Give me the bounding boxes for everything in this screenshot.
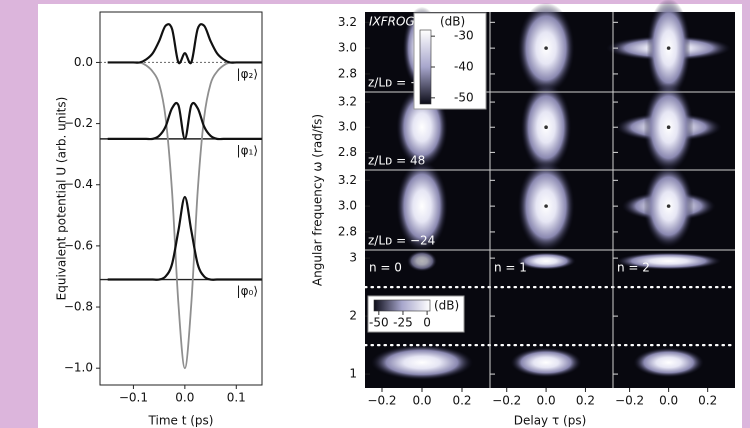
colorbar-tick-label: -50: [454, 90, 474, 104]
x-tick-label: −0.2: [615, 394, 644, 408]
colorbar-tick-label: 0: [423, 316, 431, 330]
x-axis-label: Delay τ (ps): [514, 414, 587, 428]
x-tick-label: 0.2: [576, 394, 595, 408]
column-label: n = 2: [617, 261, 650, 275]
y-tick-label: 3.0: [338, 199, 357, 213]
center-dot: [544, 204, 548, 208]
y-tick-label: 3.2: [338, 173, 357, 187]
x-axis-label: Time t (ps): [148, 414, 214, 428]
y-tick-label: 3: [349, 251, 357, 265]
intensity-blob: [516, 252, 576, 270]
x-tick-label: 0.0: [175, 391, 194, 405]
y-tick-label: 0.0: [74, 55, 93, 69]
colorbar-tick-label: -50: [369, 316, 389, 330]
y-tick-label: 2.8: [338, 66, 357, 80]
colorbar-tick-label: -40: [454, 60, 474, 74]
heatmap-title: IXFROG: [369, 15, 415, 29]
center-dot: [666, 204, 671, 208]
intensity-blob: [371, 345, 473, 380]
colorbar-label: (dB): [434, 299, 459, 313]
y-tick-label: −0.4: [64, 177, 93, 191]
plot-frame: [99, 11, 263, 386]
y-tick-label: −0.2: [64, 116, 93, 130]
column-label: n = 1: [494, 261, 527, 275]
colorbar: [373, 299, 431, 312]
column-label: n = 0: [369, 261, 402, 275]
x-tick-label: 0.2: [452, 394, 471, 408]
y-tick-label: 1: [349, 367, 357, 381]
x-tick-label: −0.2: [367, 394, 396, 408]
colorbar-label: (dB): [440, 15, 465, 29]
row-label: z/Lᴅ = −24: [368, 234, 435, 248]
y-tick-label: 2.8: [338, 145, 357, 159]
y-tick-label: 3.0: [338, 41, 357, 55]
x-tick-label: 0.0: [537, 394, 556, 408]
x-tick-label: 0.1: [227, 391, 246, 405]
y-tick-label: −0.8: [64, 300, 93, 314]
colorbar-tick-label: -25: [393, 316, 413, 330]
intensity-blob: [407, 250, 437, 272]
curve: [107, 101, 262, 141]
row-label: z/Lᴅ = 48: [368, 154, 425, 168]
level-label: |φ₀⟩: [237, 284, 258, 298]
colorbar: [419, 29, 432, 105]
colorbar-tick-label: -30: [454, 29, 474, 43]
intensity-blob: [510, 347, 582, 378]
center-dot: [666, 46, 671, 50]
x-tick-label: 0.0: [659, 394, 678, 408]
y-tick-label: 3.2: [338, 95, 357, 109]
level-label: |φ₂⟩: [237, 67, 258, 81]
x-tick-label: 0.0: [412, 394, 431, 408]
intensity-blob: [396, 160, 448, 252]
center-dot: [544, 46, 548, 50]
level-label: |φ₁⟩: [237, 143, 258, 157]
x-tick-label: −0.1: [119, 391, 148, 405]
intensity-blob: [615, 252, 722, 270]
y-axis-label: Equivalent potential U (arb. units): [55, 97, 69, 301]
y-axis-label: Angular frequency ω (rad/fs): [311, 114, 325, 286]
intensity-blob: [633, 347, 704, 378]
curve: [107, 23, 262, 65]
x-tick-label: −0.2: [492, 394, 521, 408]
y-tick-label: 3.0: [338, 120, 357, 134]
y-tick-label: −0.6: [64, 238, 93, 252]
y-tick-label: 3.2: [338, 15, 357, 29]
y-tick-label: 2.8: [338, 224, 357, 238]
y-tick-label: 2: [349, 309, 357, 323]
curve: [107, 195, 262, 281]
center-dot: [666, 125, 671, 130]
center-dot: [544, 125, 548, 130]
y-tick-label: −1.0: [64, 361, 93, 375]
x-tick-label: 0.2: [698, 394, 717, 408]
